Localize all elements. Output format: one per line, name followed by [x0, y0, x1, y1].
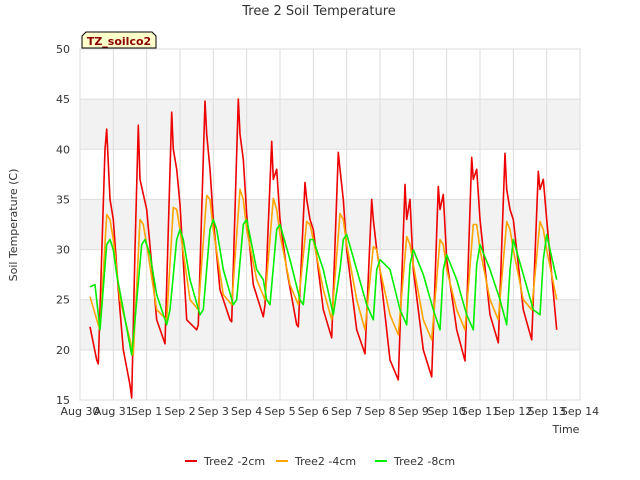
y-tick-label: 20: [56, 344, 70, 357]
y-axis-ticks: 15 20 25 30 35 40 45 50: [56, 43, 70, 407]
x-tick-label: Sep 14: [561, 405, 599, 418]
annotation-label: TZ_soilco2: [87, 35, 151, 48]
x-tick-label: Sep 5: [264, 405, 295, 418]
x-tick-label: Sep 10: [428, 405, 466, 418]
plot-band: [80, 199, 580, 250]
x-tick-label: Sep 9: [398, 405, 429, 418]
y-tick-label: 40: [56, 143, 70, 156]
x-tick-label: Sep 3: [198, 405, 229, 418]
legend-label: Tree2 -4cm: [294, 455, 356, 468]
x-tick-label: Sep 7: [331, 405, 362, 418]
x-tick-label: Aug 30: [61, 405, 100, 418]
series-line-tree2-2cm: [89, 98, 558, 399]
series-line-tree2-8cm: [89, 218, 558, 356]
x-tick-label: Sep 2: [164, 405, 195, 418]
x-tick-label: Sep 1: [131, 405, 162, 418]
plot-band: [80, 99, 580, 150]
x-tick-label: Sep 12: [494, 405, 532, 418]
y-tick-label: 45: [56, 93, 70, 106]
x-tick-label: Sep 8: [364, 405, 395, 418]
x-tick-label: Sep 11: [461, 405, 499, 418]
plot-band: [80, 299, 580, 350]
legend: Tree2 -2cm Tree2 -4cm Tree2 -8cm: [185, 455, 455, 468]
x-axis-label: Time: [552, 423, 580, 436]
y-tick-label: 30: [56, 244, 70, 257]
legend-label: Tree2 -2cm: [203, 455, 265, 468]
x-tick-label: Sep 6: [298, 405, 329, 418]
y-tick-label: 50: [56, 43, 70, 56]
plot-bands: [80, 99, 580, 350]
x-tick-label: Aug 31: [94, 405, 133, 418]
x-tick-label: Sep 13: [528, 405, 566, 418]
y-tick-label: 25: [56, 294, 70, 307]
y-tick-label: 15: [56, 394, 70, 407]
chart-title: Tree 2 Soil Temperature: [241, 4, 396, 19]
legend-label: Tree2 -8cm: [393, 455, 455, 468]
y-tick-label: 35: [56, 193, 70, 206]
x-tick-label: Sep 4: [231, 405, 262, 418]
annotation-badge: TZ_soilco2: [81, 31, 157, 49]
y-axis-label: Soil Temperature (C): [7, 169, 20, 282]
series-lines: [89, 98, 558, 399]
